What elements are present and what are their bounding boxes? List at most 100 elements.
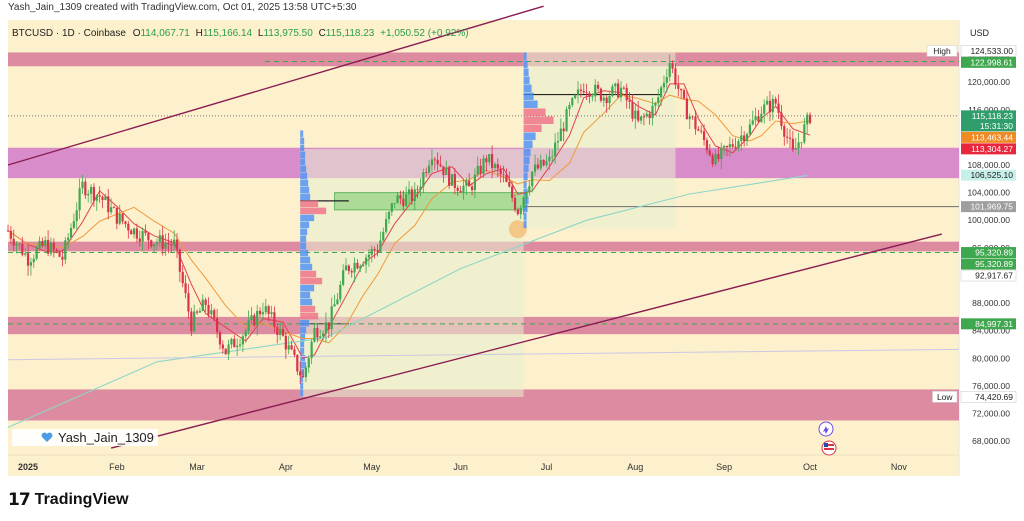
candle-body-2025-05-24: [436, 159, 439, 165]
trend-lines[interactable]: [7, 5, 942, 449]
candle-body-2025-05-18: [419, 186, 422, 191]
legend-high: 115,166.14: [203, 28, 253, 39]
y-tick-120000: 120,000.00: [967, 77, 1010, 87]
x-tick-Mar: Mar: [189, 462, 205, 472]
candle-body-2025-04-09: [307, 358, 310, 368]
candle-body-2025-05-07: [387, 211, 391, 220]
candle-body-2025-02-11: [144, 231, 147, 233]
candle-body-2025-08-16: [677, 84, 680, 89]
candle-body-2025-03-22: [256, 310, 259, 326]
tradingview-wordmark: TradingView: [34, 491, 129, 508]
candle-body-2025-04-17: [330, 306, 333, 330]
candle-body-2025-08-19: [685, 98, 688, 120]
volume-bar-b-0: [523, 52, 527, 60]
candle-body-2025-06-14: [496, 164, 499, 169]
candle-body-2025-05-14: [407, 189, 411, 195]
volume-bar-b-14: [523, 164, 529, 173]
price-label-2: 115,118.23: [972, 111, 1014, 121]
candle-body-2025-09-17: [768, 100, 772, 113]
x-tick-Aug: Aug: [627, 462, 643, 472]
volume-bar-a-26: [300, 312, 319, 320]
candle-body-2025-06-11: [488, 154, 491, 163]
candle-body-2024-12-29: [18, 243, 21, 245]
candle-body-2025-03-28: [273, 312, 276, 328]
candle-body-2025-09-13: [757, 116, 760, 122]
candle-body-2025-08-20: [688, 116, 691, 120]
candle-body-2025-05-28: [448, 167, 451, 186]
candle-body-2025-04-23: [347, 265, 350, 272]
y-tick-108000: 108,000.00: [967, 160, 1010, 170]
candle-body-2025-09-12: [754, 116, 757, 121]
candle-body-2025-07-12: [576, 89, 580, 96]
candle-body-2025-07-16: [588, 93, 591, 97]
candle-body-2025-08-31: [720, 147, 723, 160]
candle-body-2025-02-07: [132, 228, 136, 235]
price-label-bg-0: [960, 45, 1017, 57]
candle-body-2025-02-24: [181, 271, 184, 284]
candle-body-2024-12-25: [6, 230, 10, 232]
candle-body-2025-09-27: [797, 142, 800, 149]
candle-body-2025-07-04: [554, 142, 557, 157]
chart-legend: BTCUSD · 1D · Coinbase O114,067.71 H115,…: [12, 28, 469, 39]
volume-bar-b-7: [523, 108, 546, 116]
volume-bar-a-0: [300, 130, 304, 137]
candle-body-2025-01-04: [35, 248, 38, 259]
candle-body-2025-06-08: [479, 165, 482, 174]
candle-body-2025-01-27: [101, 196, 104, 201]
price-label-tag-bg-0: [926, 45, 958, 57]
candle-body-2025-02-22: [175, 239, 179, 250]
volume-bar-b-3: [523, 76, 530, 84]
volume-bar-a-1: [300, 137, 305, 145]
candle-body-2025-01-31: [112, 207, 116, 209]
volume-bar-a-30: [300, 340, 305, 348]
candle-body-2025-03-01: [195, 311, 199, 313]
candle-body-2025-02-08: [135, 228, 139, 239]
legend-low: 113,975.50: [263, 28, 313, 39]
candle-body-2025-01-13: [61, 256, 64, 260]
candle-body-2025-03-09: [218, 332, 222, 345]
volume-bar-b-20: [523, 212, 527, 221]
candle-body-2025-06-07: [476, 165, 479, 175]
candle-body-2025-03-17: [241, 336, 244, 345]
volume-profile: [300, 52, 554, 397]
candle-body-2025-01-18: [75, 210, 78, 222]
candle-body-2025-05-06: [385, 219, 388, 232]
candle-body-2025-03-18: [244, 330, 247, 337]
candle-body-2025-04-18: [333, 304, 336, 307]
candle-body-2025-01-15: [67, 237, 70, 241]
candle-body-2025-08-27: [708, 150, 711, 156]
tradingview-logo[interactable]: 17 TradingView: [8, 489, 129, 511]
volume-bar-b-5: [523, 92, 534, 100]
candle-body-2025-09-19: [774, 98, 777, 104]
legend-open-label: O: [133, 28, 141, 39]
candle-body-2025-05-30: [453, 173, 456, 188]
price-label-bg-7: [961, 247, 1016, 259]
candle-body-2025-02-04: [124, 221, 127, 224]
candle-body-2025-04-02: [287, 345, 290, 350]
candle-body-2025-01-07: [44, 239, 47, 246]
volume-bar-a-13: [300, 221, 310, 229]
volume-bar-a-27: [300, 319, 310, 327]
price-label-bg-9: [960, 269, 1017, 282]
x-tick-2025: 2025: [18, 462, 38, 472]
candle-body-2025-05-10: [396, 195, 399, 204]
candle-body-2025-03-05: [207, 304, 210, 315]
volume-bar-a-34: [300, 368, 305, 376]
price-label-tag-bg-11: [932, 391, 958, 403]
candle-body-2025-06-29: [539, 159, 542, 169]
price-label-5: 106,525.10: [970, 170, 1013, 180]
volume-bar-b-16: [523, 180, 527, 189]
candle-body-2025-07-15: [585, 92, 588, 94]
legend-high-label: H: [196, 28, 203, 39]
candle-body-2025-07-09: [568, 105, 571, 110]
currency-label[interactable]: USD: [970, 28, 990, 38]
event-icons[interactable]: [818, 421, 837, 456]
legend-close: 115,118.23: [326, 28, 375, 39]
candle-body-2025-07-20: [599, 88, 603, 101]
candle-body-2025-04-04: [293, 349, 296, 355]
candle-body-2025-02-10: [141, 231, 144, 242]
candle-body-2025-03-13: [230, 338, 233, 345]
candle-body-2025-05-17: [416, 189, 419, 191]
candle-body-2025-07-08: [565, 109, 568, 132]
